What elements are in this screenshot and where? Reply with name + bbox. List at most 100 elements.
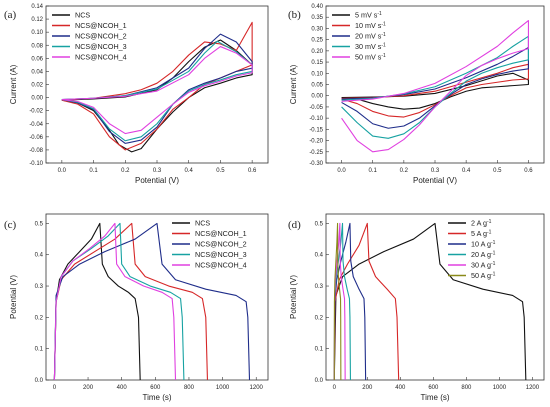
y-tick-label: 0.4 <box>315 253 324 259</box>
series-line-3 <box>341 46 529 129</box>
legend-label-name: 50 A g <box>471 271 491 280</box>
panel-label: (b) <box>288 9 301 21</box>
legend-label-name: 5 A g <box>471 229 487 238</box>
legend-label-superscript: -1 <box>491 240 496 246</box>
legend-label-superscript: -1 <box>381 22 386 28</box>
y-tick-label: -0.10 <box>29 161 43 167</box>
series-line-4 <box>61 40 253 142</box>
legend-label-superscript: -1 <box>381 53 386 59</box>
y-axis-title: Current (A) <box>9 64 18 104</box>
legend-label: 2 A g-1 <box>471 219 492 228</box>
y-tick-label: -0.05 <box>309 105 323 111</box>
x-tick-label: 400 <box>117 385 128 391</box>
x-tick-label: 800 <box>184 385 195 391</box>
chart-panel-1: 0.0 0.1 0.2 0.3 0.4 0.5 0.6 -0.10 -0.08 -0.06 -0.0… <box>4 4 269 185</box>
series-line-2 <box>53 222 208 381</box>
y-tick-label: 0.5 <box>315 221 324 227</box>
x-axis-title: Time (s) <box>420 393 449 402</box>
legend-label: NCS@NCOH_4 <box>75 53 127 62</box>
legend-label-superscript: -1 <box>487 219 492 225</box>
plot-frame <box>325 213 545 381</box>
legend-label-name: 50 mV s <box>355 53 382 62</box>
legend-label: NCS@NCOH_4 <box>195 261 247 270</box>
x-tick-label: 1200 <box>250 385 264 391</box>
y-tick-label: -0.15 <box>309 127 323 133</box>
y-tick-label: 0.15 <box>311 60 323 66</box>
y-tick-label: 0.4 <box>35 253 44 259</box>
legend-label-name: 2 A g <box>471 219 487 228</box>
legend-label: 5 mV s-1 <box>355 11 382 20</box>
y-tick-label: 0.02 <box>31 83 43 89</box>
legend-label: 30 mV s-1 <box>355 42 386 51</box>
y-tick-label: 0.2 <box>315 315 324 321</box>
x-tick-label: 0.6 <box>248 168 257 174</box>
y-tick-label: 0.14 <box>31 4 43 10</box>
legend-label: 50 A g-1 <box>471 271 496 280</box>
series-line-2 <box>341 63 529 118</box>
y-tick-label: -0.25 <box>309 150 323 156</box>
series-line-3 <box>333 222 367 381</box>
y-tick-label: 0.08 <box>31 43 43 49</box>
panel-label: (d) <box>288 219 301 231</box>
y-tick-label: 0.40 <box>311 4 323 10</box>
chart-panel-2: 0.0 0.1 0.2 0.3 0.4 0.5 0.6 -0.30 -0.25 -0.20 -0.1… <box>288 4 545 185</box>
y-tick-label: 0.10 <box>311 71 323 77</box>
y-tick-label: 0.05 <box>311 83 323 89</box>
x-tick-label: 0.4 <box>462 168 471 174</box>
series-line-3 <box>61 33 253 144</box>
series-line-4 <box>53 222 185 381</box>
series-line-1 <box>341 72 529 110</box>
x-tick-label: 200 <box>83 385 94 391</box>
x-tick-label: 600 <box>150 385 161 391</box>
x-tick-label: 0.6 <box>524 168 533 174</box>
legend-label: 30 A g-1 <box>471 261 496 270</box>
legend-label-name: 10 mV s <box>355 21 382 30</box>
y-tick-label: 0.10 <box>31 30 43 36</box>
y-tick-label: -0.30 <box>309 161 323 167</box>
series-line-2 <box>333 222 400 381</box>
y-tick-label: 0.3 <box>315 284 324 290</box>
legend-label: NCS@NCOH_1 <box>195 229 247 238</box>
legend-label: NCS <box>75 11 90 20</box>
legend-label-name: NCS <box>75 11 90 20</box>
legend-label-name: NCS@NCOH_4 <box>195 261 247 270</box>
legend-label-name: NCS <box>195 219 210 228</box>
y-tick-label: 0.25 <box>311 38 323 44</box>
series-line-1 <box>53 222 141 381</box>
x-tick-label: 0.5 <box>493 168 502 174</box>
x-axis-title: Potential (V) <box>135 176 179 185</box>
x-tick-label: 800 <box>461 385 472 391</box>
x-tick-label: 0 <box>53 385 57 391</box>
y-tick-label: -0.10 <box>309 116 323 122</box>
plot-frame <box>45 213 269 381</box>
y-axis-title: Potential (V) <box>289 275 298 319</box>
legend-label-superscript: -1 <box>491 272 496 278</box>
y-tick-label: 0.00 <box>31 96 43 102</box>
x-tick-label: 0.5 <box>216 168 225 174</box>
y-tick-label: 0.12 <box>31 17 43 23</box>
x-tick-label: 200 <box>362 385 373 391</box>
x-tick-label: 1000 <box>216 385 230 391</box>
y-axis-title: Potential (V) <box>9 275 18 319</box>
x-tick-label: 600 <box>428 385 439 391</box>
legend-label-name: NCS@NCOH_4 <box>75 53 127 62</box>
y-tick-label: 0.06 <box>31 56 43 62</box>
legend-label: 50 mV s-1 <box>355 53 386 62</box>
y-tick-label: -0.20 <box>309 139 323 145</box>
x-tick-label: 0.0 <box>337 168 346 174</box>
legend-label-superscript: -1 <box>381 43 386 49</box>
x-tick-label: 0.3 <box>431 168 440 174</box>
x-tick-label: 0 <box>333 385 337 391</box>
legend-label-name: 20 A g <box>471 250 491 259</box>
y-tick-label: 0.0 <box>35 378 44 384</box>
legend-label: 20 mV s-1 <box>355 32 386 41</box>
legend-label-superscript: -1 <box>381 32 386 38</box>
legend-label: 10 mV s-1 <box>355 21 386 30</box>
y-tick-label: 0.1 <box>315 347 324 353</box>
y-tick-label: 0.2 <box>35 315 44 321</box>
series-line-1 <box>333 222 527 381</box>
y-tick-label: -0.04 <box>29 122 43 128</box>
series-line-5 <box>61 46 253 135</box>
legend-label: 5 A g-1 <box>471 229 492 238</box>
legend-label-name: 30 mV s <box>355 42 382 51</box>
